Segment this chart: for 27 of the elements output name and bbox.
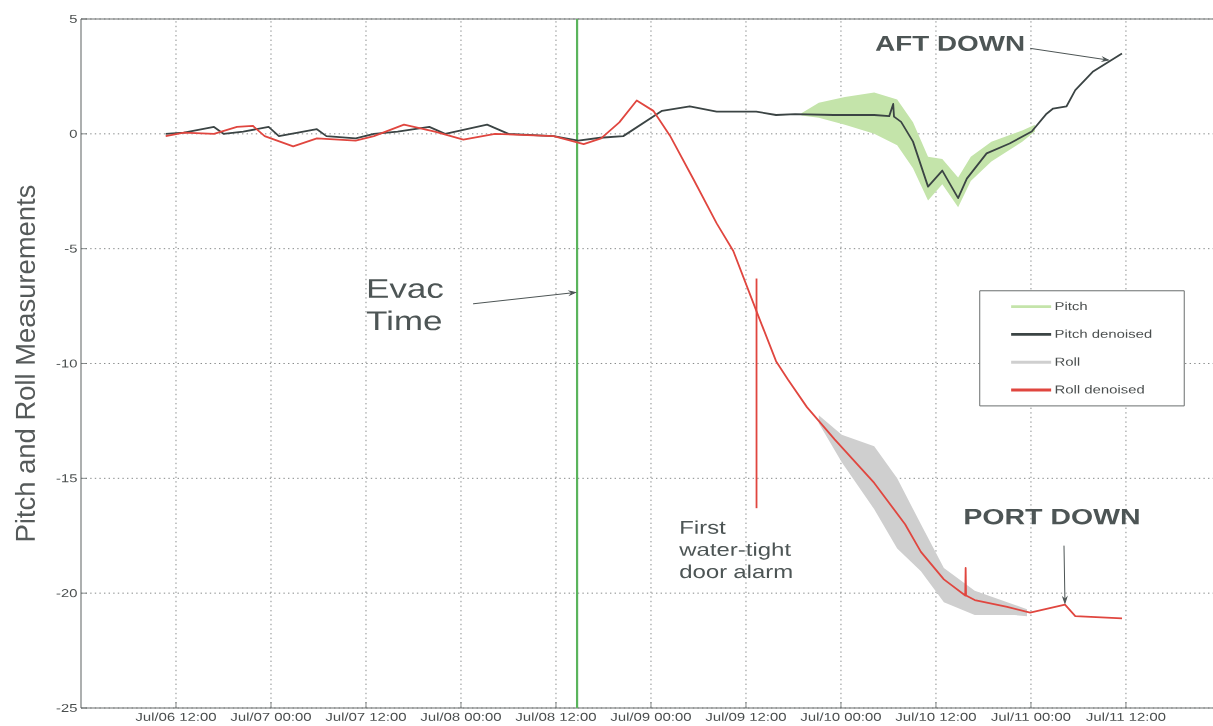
x-tick-label: Jul/11 12:00 [1086,712,1166,721]
y-axis-title: Pitch and Roll Measurements [14,185,36,541]
annotation: PORT DOWN [965,508,1139,525]
y-tick-label: -15 [56,474,77,483]
y-tick-label: -10 [56,359,77,368]
x-tick-label: Jul/09 00:00 [610,712,691,721]
legend-label: Pitch [1055,301,1087,311]
x-tick-label: Jul/06 12:00 [135,712,216,721]
x-tick-label: Jul/11 00:00 [991,712,1071,721]
legend-label: Roll denoised [1055,385,1144,394]
x-tick-label: Jul/07 12:00 [325,712,406,721]
x-tick-label: Jul/09 12:00 [705,712,786,721]
y-tick-label: 5 [69,15,77,23]
x-tick-label: Jul/10 00:00 [800,712,881,721]
y-tick-label: -5 [64,244,77,253]
annotation: Evac Time [366,279,443,331]
x-tick-label: Jul/07 00:00 [230,712,311,721]
annotation: AFT DOWN [875,35,1024,51]
annotation: First water-tight door alarm [679,520,792,579]
x-tick-label: Jul/08 12:00 [515,712,596,721]
y-tick-label: 0 [69,129,77,138]
y-tick-label: -20 [56,589,77,598]
x-tick-label: Jul/10 12:00 [895,712,976,721]
legend-label: Roll [1055,357,1080,366]
y-tick-label: -25 [56,703,77,713]
x-tick-label: Jul/08 00:00 [420,712,501,721]
legend-label: Pitch denoised [1055,329,1152,338]
